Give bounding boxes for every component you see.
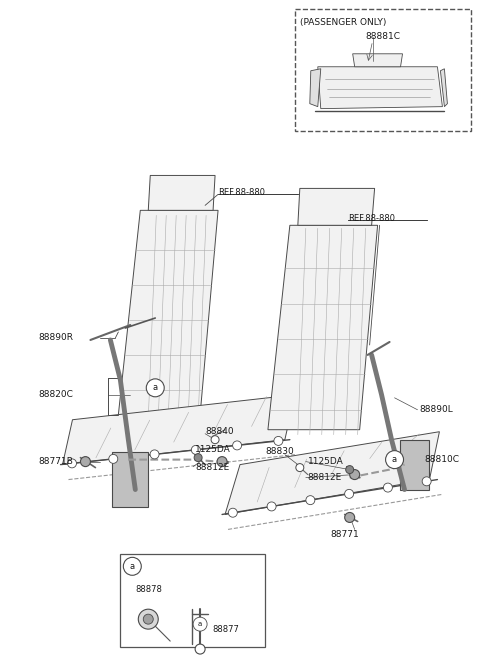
- Text: 88878: 88878: [135, 585, 162, 594]
- Text: 1125DA: 1125DA: [308, 457, 344, 466]
- Circle shape: [195, 644, 205, 654]
- Text: 88771B: 88771B: [38, 457, 73, 466]
- Text: 88890R: 88890R: [38, 334, 73, 342]
- Circle shape: [274, 436, 283, 445]
- Circle shape: [233, 441, 241, 450]
- Text: REF.88-880: REF.88-880: [218, 188, 265, 197]
- Circle shape: [350, 470, 360, 480]
- Text: 88812E: 88812E: [308, 473, 342, 482]
- Circle shape: [194, 453, 202, 462]
- Text: (PASSENGER ONLY): (PASSENGER ONLY): [300, 18, 386, 28]
- Text: 88771: 88771: [330, 530, 359, 539]
- Text: 1125DA: 1125DA: [195, 445, 231, 454]
- Text: a: a: [153, 383, 158, 392]
- Circle shape: [150, 450, 159, 459]
- Text: 88840: 88840: [205, 427, 234, 436]
- Text: 88830: 88830: [265, 447, 294, 456]
- Text: 88812E: 88812E: [195, 463, 229, 472]
- Circle shape: [109, 455, 118, 463]
- Circle shape: [81, 457, 90, 466]
- Circle shape: [345, 512, 355, 522]
- Polygon shape: [318, 67, 443, 108]
- Circle shape: [193, 617, 207, 631]
- Polygon shape: [119, 210, 218, 415]
- Circle shape: [68, 459, 76, 468]
- Text: 88810C: 88810C: [424, 455, 459, 464]
- Circle shape: [384, 483, 392, 492]
- Polygon shape: [148, 175, 215, 210]
- Polygon shape: [62, 395, 295, 464]
- Circle shape: [385, 451, 404, 468]
- Text: a: a: [198, 621, 202, 627]
- Bar: [295, 9, 471, 131]
- Polygon shape: [399, 440, 430, 489]
- Circle shape: [267, 502, 276, 511]
- Polygon shape: [268, 225, 378, 430]
- Polygon shape: [353, 54, 403, 67]
- Polygon shape: [225, 432, 439, 514]
- Circle shape: [146, 379, 164, 397]
- Circle shape: [228, 509, 237, 517]
- Circle shape: [306, 495, 315, 505]
- Text: 88890L: 88890L: [420, 405, 453, 415]
- Text: 88820C: 88820C: [38, 390, 73, 399]
- Text: 88877: 88877: [212, 625, 239, 633]
- Circle shape: [144, 614, 153, 624]
- Circle shape: [422, 477, 431, 486]
- Polygon shape: [112, 451, 148, 507]
- Circle shape: [217, 457, 227, 466]
- Text: REF.88-880: REF.88-880: [348, 214, 395, 223]
- Circle shape: [345, 489, 354, 499]
- Circle shape: [192, 445, 200, 455]
- Circle shape: [296, 464, 304, 472]
- Text: 88881C: 88881C: [365, 32, 400, 41]
- Polygon shape: [298, 189, 374, 225]
- Circle shape: [211, 436, 219, 443]
- Circle shape: [346, 466, 354, 474]
- Text: a: a: [392, 455, 397, 464]
- Polygon shape: [441, 69, 447, 106]
- Bar: [120, 555, 265, 647]
- Circle shape: [123, 557, 141, 576]
- Polygon shape: [310, 69, 321, 106]
- Circle shape: [138, 609, 158, 629]
- Text: a: a: [130, 562, 135, 571]
